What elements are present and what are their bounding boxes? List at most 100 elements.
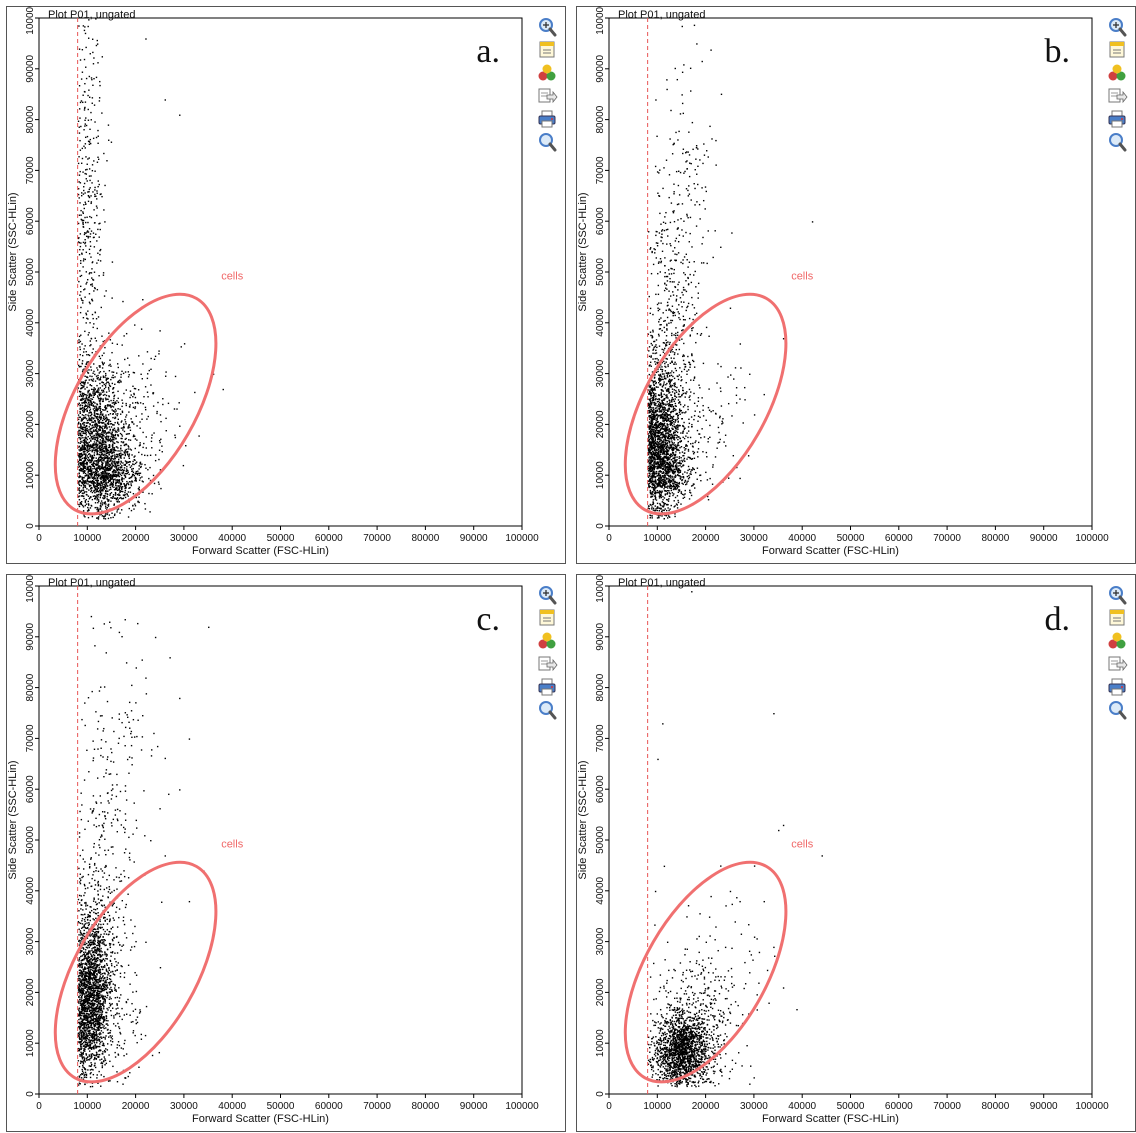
scatter-point [100, 486, 102, 488]
scatter-point [97, 413, 99, 415]
scatter-point [686, 432, 688, 434]
scatter-point [84, 472, 87, 475]
scatter-point [108, 388, 110, 390]
scatter-point [98, 379, 100, 381]
gate-colors-icon[interactable] [538, 64, 556, 81]
scatter-point [79, 462, 81, 464]
scatter-point [117, 428, 120, 430]
scatter-point [108, 479, 110, 481]
scatter-point [663, 420, 665, 422]
scatter-point [100, 456, 102, 458]
scatter-point [669, 420, 671, 423]
scatter-point [89, 472, 91, 475]
scatter-point [649, 463, 652, 465]
scatter-point [89, 428, 91, 430]
scatter-point [666, 429, 669, 431]
scatter-point [97, 496, 99, 498]
scatter-point [102, 477, 104, 480]
scatter-point [651, 478, 654, 480]
scatter-point [653, 388, 655, 391]
scatter-point [89, 340, 91, 342]
scatter-point [79, 475, 81, 477]
scatter-point [119, 473, 121, 476]
plot-area[interactable] [608, 17, 1093, 527]
scatter-point [679, 476, 682, 478]
scatter-point [648, 505, 650, 508]
scatter-point [82, 489, 85, 492]
scatter-point [117, 381, 120, 383]
scatter-point [81, 49, 84, 51]
scatter-point [82, 483, 85, 486]
scatter-point [96, 444, 99, 447]
scatter-point [78, 483, 80, 486]
scatter-point [80, 449, 82, 451]
scatter-point [114, 513, 116, 515]
scatter-point [101, 515, 104, 517]
y-tick-label: 0 [595, 523, 606, 529]
scatter-point [81, 462, 84, 465]
scatter-point [85, 232, 87, 234]
scatter-point [83, 385, 85, 387]
scatter-point [89, 459, 92, 461]
scatter-point [99, 429, 101, 431]
scatter-point [670, 455, 672, 457]
scatter-point [665, 426, 667, 428]
scatter-point [95, 472, 98, 474]
scatter-point [133, 423, 135, 425]
scatter-point [95, 423, 97, 425]
scatter-point [93, 104, 96, 106]
copy-plot-icon[interactable] [539, 41, 555, 58]
scatter-point [95, 442, 98, 444]
scatter-point [654, 495, 656, 497]
scatter-point [660, 379, 662, 381]
scatter-point [94, 430, 96, 432]
print-icon[interactable] [538, 110, 556, 128]
scatter-point [92, 443, 95, 445]
scatter-point [83, 107, 86, 109]
scatter-point [672, 416, 674, 419]
scatter-point [139, 477, 142, 479]
scatter-point [78, 48, 81, 50]
scatter-point [92, 232, 95, 234]
scatter-point [665, 466, 667, 469]
scatter-point [90, 417, 92, 420]
scatter-point [655, 499, 658, 501]
scatter-point [120, 496, 122, 499]
scatter-point [156, 410, 158, 413]
scatter-point [138, 474, 141, 476]
plot-area[interactable] [38, 17, 523, 527]
scatter-point [148, 492, 150, 495]
scatter-point [91, 102, 93, 104]
zoom-out-icon[interactable] [539, 133, 557, 152]
scatter-point [158, 483, 160, 485]
scatter-point [105, 436, 107, 439]
scatter-point [91, 300, 94, 302]
scatter-point [667, 364, 669, 366]
scatter-point [83, 289, 85, 291]
scatter-point [88, 301, 91, 303]
scatter-point [79, 365, 81, 368]
scatter-point [119, 485, 122, 487]
scatter-point [125, 414, 128, 416]
scatter-point [652, 494, 654, 496]
scatter-point [667, 408, 670, 410]
scatter-point [92, 446, 94, 449]
scatter-point [91, 438, 93, 440]
scatter-point [687, 480, 689, 482]
scatter-point [115, 402, 117, 404]
scatter-point [94, 170, 96, 172]
scatter-point [156, 412, 158, 415]
gate-ellipse[interactable] [22, 268, 248, 540]
export-icon[interactable] [538, 88, 558, 104]
scatter-point [97, 135, 99, 137]
scatter-point [120, 474, 123, 477]
scatter-point [109, 359, 111, 361]
scatter-point [79, 390, 82, 393]
scatter-point [122, 441, 124, 443]
scatter-point [97, 467, 100, 470]
scatter-point [667, 481, 670, 483]
scatter-point [124, 464, 126, 466]
scatter-point [119, 455, 122, 457]
scatter-point [654, 436, 656, 438]
zoom-in-icon[interactable] [539, 18, 557, 37]
